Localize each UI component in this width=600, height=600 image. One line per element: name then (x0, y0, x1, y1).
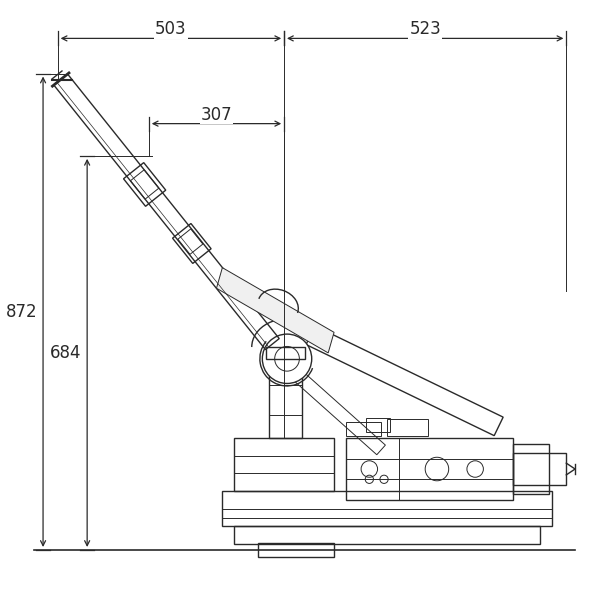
Bar (367, 418, 390, 432)
Bar (514, 444, 548, 494)
Bar (266, 347, 305, 359)
Bar (223, 491, 551, 526)
Text: 684: 684 (50, 344, 81, 362)
Bar (346, 422, 381, 436)
Circle shape (262, 334, 312, 383)
Bar (257, 543, 334, 557)
Text: 307: 307 (200, 106, 232, 124)
Text: 503: 503 (155, 20, 187, 38)
Text: 872: 872 (5, 303, 37, 321)
Text: 523: 523 (409, 20, 441, 38)
Bar (234, 438, 334, 491)
Bar (346, 438, 514, 500)
Bar (269, 359, 302, 438)
Bar (387, 419, 428, 436)
Polygon shape (217, 268, 334, 353)
Bar (234, 526, 540, 544)
